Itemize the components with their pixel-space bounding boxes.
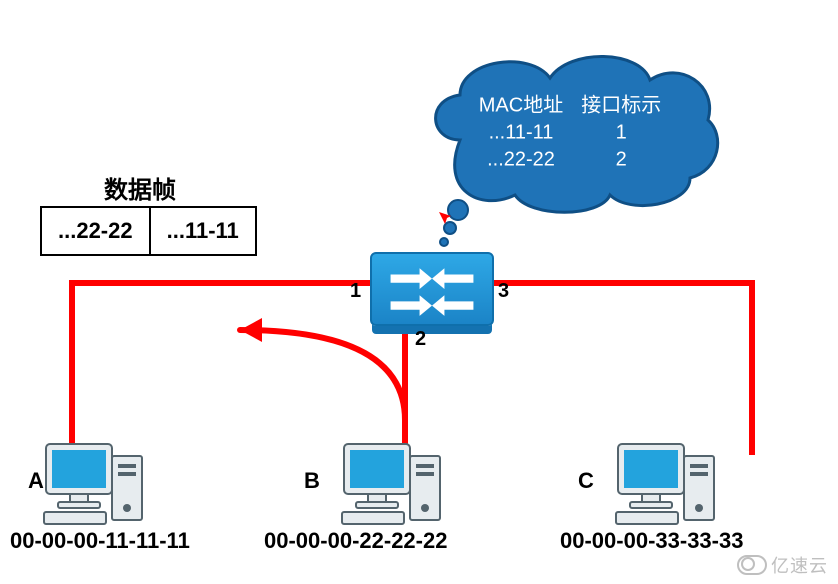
mac-row-port: 1 — [581, 122, 661, 145]
data-frame-table: ...22-22...11-11 — [40, 206, 257, 256]
mac-table-cloud: MAC地址接口标示 ...11-11 1 ...22-22 2 — [420, 50, 720, 210]
watermark-cloud-icon — [737, 555, 767, 575]
network-switch-icon — [370, 252, 494, 326]
host-c-icon — [612, 438, 722, 533]
host-mac: 00-00-00-33-33-33 — [560, 528, 743, 554]
host-b-icon — [338, 438, 448, 533]
host-label: B — [304, 468, 320, 494]
host-mac: 00-00-00-11-11-11 — [10, 528, 190, 554]
frame-cell: ...22-22 — [42, 208, 149, 254]
host-mac: 00-00-00-22-22-22 — [264, 528, 447, 554]
mac-row-mac: ...11-11 — [479, 122, 563, 145]
switch-port-label: 2 — [415, 328, 426, 351]
frame-title: 数据帧 — [104, 170, 176, 205]
switch-port-label: 1 — [350, 280, 361, 303]
switch-port-label: 3 — [498, 280, 509, 303]
mac-header-port: 接口标示 — [581, 89, 661, 118]
mac-header-mac: MAC地址 — [479, 89, 563, 118]
mac-row-mac: ...22-22 — [479, 149, 563, 172]
host-label: C — [578, 468, 594, 494]
watermark-text: 亿速云 — [771, 552, 828, 578]
host-label: A — [28, 468, 44, 494]
host-a-icon — [40, 438, 150, 533]
watermark: 亿速云 — [737, 552, 828, 578]
mac-table: MAC地址接口标示 ...11-11 1 ...22-22 2 — [420, 89, 720, 172]
frame-cell: ...11-11 — [149, 208, 255, 254]
mac-row-port: 2 — [581, 149, 661, 172]
